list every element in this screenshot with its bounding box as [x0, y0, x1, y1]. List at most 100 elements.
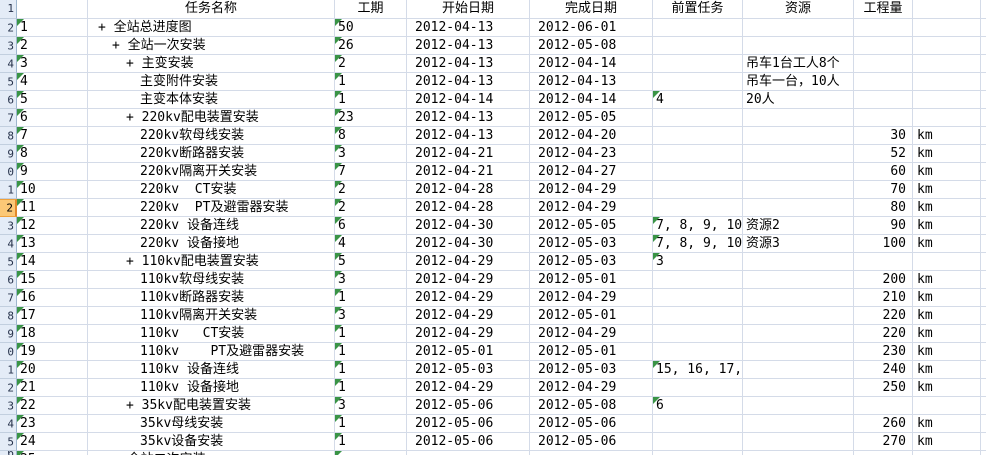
cell-predecessors[interactable]	[653, 73, 743, 91]
cell-resources[interactable]	[743, 289, 854, 307]
cell-task-name[interactable]: 220kv隔离开关安装	[88, 163, 335, 181]
cell-resources[interactable]	[743, 37, 854, 55]
row-header[interactable]: 1	[0, 181, 17, 199]
cell-task-id[interactable]: 10	[17, 181, 88, 199]
cell-trailing-blank[interactable]	[981, 55, 986, 73]
cell-finish-date[interactable]: 2012-04-23	[530, 145, 653, 163]
cell-task-id[interactable]: 5	[17, 91, 88, 109]
cell-task-name[interactable]: 主变附件安装	[88, 73, 335, 91]
cell-unit[interactable]: km	[913, 307, 981, 325]
cell-quantity[interactable]: 220	[854, 307, 913, 325]
cell-quantity[interactable]: 60	[854, 163, 913, 181]
cell-task-id[interactable]: 11	[17, 199, 88, 217]
cell-quantity[interactable]	[854, 19, 913, 37]
cell-task-id[interactable]: 23	[17, 415, 88, 433]
cell-start-date[interactable]: 2012-04-29	[407, 379, 530, 397]
cell-duration[interactable]: 7	[335, 163, 407, 181]
row-header[interactable]: 4	[0, 415, 17, 433]
cell-unit[interactable]: km	[913, 181, 981, 199]
cell-predecessors[interactable]: 4	[653, 91, 743, 109]
cell-duration[interactable]: 1	[335, 361, 407, 379]
cell-predecessors[interactable]	[653, 325, 743, 343]
cell-predecessors[interactable]	[653, 37, 743, 55]
cell-predecessors[interactable]	[653, 199, 743, 217]
cell-task-id[interactable]: 12	[17, 217, 88, 235]
cell-duration[interactable]: 1	[335, 289, 407, 307]
cell-task-name[interactable]: 110kv软母线安装	[88, 271, 335, 289]
cell-quantity[interactable]	[854, 109, 913, 127]
cell-unit[interactable]: km	[913, 415, 981, 433]
cell-resources[interactable]	[743, 145, 854, 163]
cell-task-name[interactable]: 110kv隔离开关安装	[88, 307, 335, 325]
cell-unit[interactable]	[913, 109, 981, 127]
cell-quantity[interactable]: 240	[854, 361, 913, 379]
cell-task-name[interactable]: + 全站一次安装	[88, 37, 335, 55]
cell-trailing-blank[interactable]	[981, 271, 986, 289]
header-start-date[interactable]: 开始日期	[407, 0, 530, 19]
cell-quantity[interactable]	[854, 397, 913, 415]
cell-start-date[interactable]: 2012-04-14	[407, 91, 530, 109]
cell-task-name[interactable]: 110kv 设备连线	[88, 361, 335, 379]
cell-start-date[interactable]: 2012-04-13	[407, 37, 530, 55]
cell-task-name[interactable]: + 35kv配电装置安装	[88, 397, 335, 415]
cell-task-name[interactable]: + 220kv配电装置安装	[88, 109, 335, 127]
cell-start-date[interactable]: 2012-04-13	[407, 73, 530, 91]
cell-resources[interactable]: 资源3	[743, 235, 854, 253]
cell-finish-date[interactable]: 2012-05-01	[530, 271, 653, 289]
cell-start-date[interactable]: 2012-04-30	[407, 217, 530, 235]
cell-duration[interactable]: 4	[335, 235, 407, 253]
cell-duration[interactable]: 26	[335, 37, 407, 55]
cell-trailing-blank[interactable]	[981, 307, 986, 325]
cell-duration[interactable]: 3	[335, 145, 407, 163]
cell-finish-date[interactable]: 2012-04-20	[530, 127, 653, 145]
cell-resources[interactable]	[743, 109, 854, 127]
cell-quantity[interactable]: 90	[854, 217, 913, 235]
cell-unit[interactable]	[913, 91, 981, 109]
cell-resources[interactable]	[743, 181, 854, 199]
cell-duration[interactable]: 1	[335, 73, 407, 91]
cell-quantity[interactable]: 100	[854, 235, 913, 253]
cell-start-date[interactable]: 2012-04-29	[407, 325, 530, 343]
cell-unit[interactable]: km	[913, 217, 981, 235]
cell-start-date[interactable]: 2012-05-01	[407, 343, 530, 361]
row-header[interactable]: 5	[0, 433, 17, 451]
cell-quantity[interactable]: 52	[854, 145, 913, 163]
cell-finish-date[interactable]: 2012-05-06	[530, 415, 653, 433]
cell-quantity[interactable]	[854, 55, 913, 73]
cell-unit[interactable]: km	[913, 289, 981, 307]
cell-unit[interactable]	[913, 19, 981, 37]
row-header[interactable]: 3	[0, 217, 17, 235]
cell-unit[interactable]: km	[913, 343, 981, 361]
row-header[interactable]: 8	[0, 127, 17, 145]
cell-trailing-blank[interactable]	[981, 19, 986, 37]
cell-finish-date[interactable]: 2012-05-03	[530, 253, 653, 271]
cell-finish-date[interactable]: 2012-05-01	[530, 343, 653, 361]
cell-quantity[interactable]: 260	[854, 415, 913, 433]
cell-unit[interactable]: km	[913, 433, 981, 451]
cell-task-name[interactable]: + 全站二次安装	[88, 451, 335, 455]
cell-duration[interactable]: 1	[335, 343, 407, 361]
cell-task-name[interactable]: + 全站总进度图	[88, 19, 335, 37]
cell-finish-date[interactable]: 2012-04-29	[530, 325, 653, 343]
cell-trailing-blank[interactable]	[981, 361, 986, 379]
cell-predecessors[interactable]	[653, 145, 743, 163]
cell-duration[interactable]: 1	[335, 379, 407, 397]
cell-predecessors[interactable]: 7, 8, 9, 10, 11	[653, 217, 743, 235]
header-resources[interactable]: 资源	[743, 0, 854, 19]
cell-finish-date[interactable]: 2012-05-08	[530, 37, 653, 55]
cell-start-date[interactable]: 2012-04-13	[407, 19, 530, 37]
cell-predecessors[interactable]	[653, 289, 743, 307]
cell-trailing-blank[interactable]	[981, 397, 986, 415]
cell-quantity[interactable]: 250	[854, 379, 913, 397]
cell-task-id[interactable]: 20	[17, 361, 88, 379]
cell-predecessors[interactable]: 3	[653, 253, 743, 271]
cell-trailing-blank[interactable]	[981, 199, 986, 217]
cell-predecessors[interactable]: 15, 16, 17, 18	[653, 361, 743, 379]
cell-start-date[interactable]: 2012-04-29	[407, 271, 530, 289]
cell-duration[interactable]: 5	[335, 253, 407, 271]
cell-quantity[interactable]: 270	[854, 433, 913, 451]
cell-predecessors[interactable]	[653, 163, 743, 181]
cell-start-date[interactable]: 2012-04-13	[407, 109, 530, 127]
cell-task-id[interactable]: 4	[17, 73, 88, 91]
cell-finish-date[interactable]: 2012-05-03	[530, 235, 653, 253]
